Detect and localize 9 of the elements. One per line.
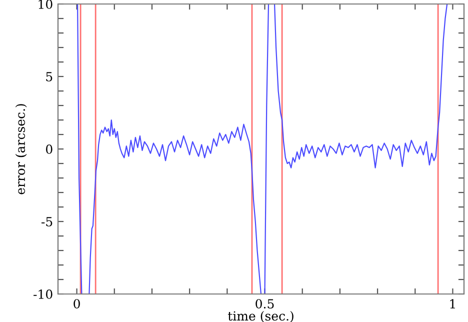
x-tick-label: 0	[74, 299, 80, 309]
y-tick-label: -10	[34, 289, 52, 299]
x-axis-title: time (sec.)	[228, 310, 294, 322]
x-tick-label: 0.5	[256, 299, 274, 309]
x-tick-label: 1	[450, 299, 455, 308]
y-tick-label: -5	[42, 217, 52, 226]
y-tick-label: 0	[46, 144, 52, 154]
y-axis-title: error (arcsec.)	[15, 104, 27, 194]
y-tick-label: 5	[46, 72, 52, 82]
